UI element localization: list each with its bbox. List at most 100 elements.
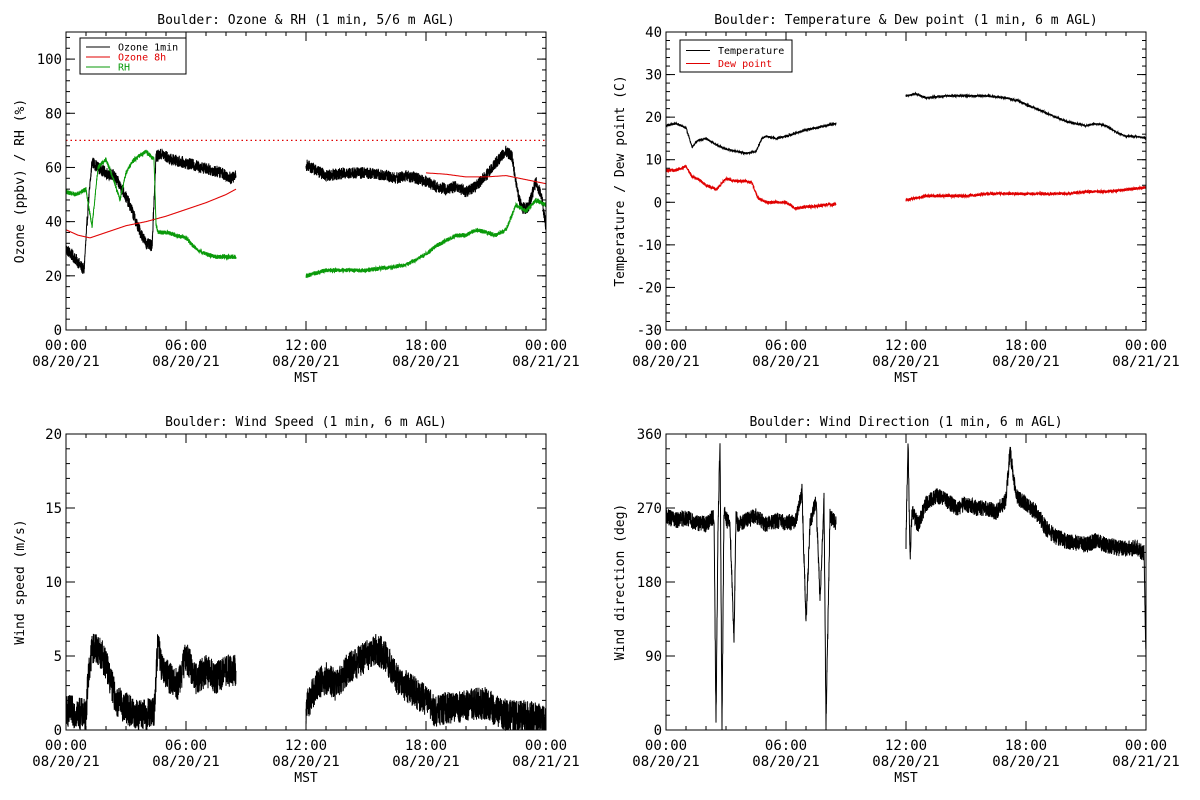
series-line-dew-point-segment-2 <box>905 185 1147 203</box>
series-line-ozone-1min-segment-2 <box>305 145 547 230</box>
y-tick-label: 40 <box>45 215 62 231</box>
x-tick-label-time: 00:00 <box>525 338 567 354</box>
x-tick-label-time: 00:00 <box>1125 338 1167 354</box>
x-tick-label-time: 12:00 <box>885 738 927 754</box>
legend-entry: Dew point <box>718 59 772 70</box>
x-tick-label-date: 08/20/21 <box>32 754 99 770</box>
y-tick-label: 90 <box>645 649 662 665</box>
x-tick-label-time: 18:00 <box>1005 738 1047 754</box>
x-tick-label-date: 08/20/21 <box>752 754 819 770</box>
x-tick-label-date: 08/20/21 <box>872 754 939 770</box>
x-tick-label-date: 08/20/21 <box>32 354 99 370</box>
legend-box <box>679 39 793 73</box>
x-axis-label: MST <box>894 371 918 386</box>
y-axis-label: Ozone (ppbv) / RH (%) <box>13 99 28 263</box>
x-tick-label-date: 08/21/21 <box>512 754 579 770</box>
y-tick-label: 180 <box>637 575 662 591</box>
x-tick-label-time: 00:00 <box>525 738 567 754</box>
chart-panel-temp-dewpoint: -30-20-1001020304000:0008/20/2106:0008/2… <box>613 13 1180 386</box>
x-tick-label-time: 00:00 <box>645 338 687 354</box>
series-line-ozone-8h-segment-2 <box>426 172 547 185</box>
y-tick-label: 0 <box>54 323 62 339</box>
y-tick-label: 30 <box>645 68 662 84</box>
x-tick-label-time: 00:00 <box>645 738 687 754</box>
legend: Temperature Dew point <box>679 39 793 73</box>
y-tick-label: 60 <box>45 160 62 176</box>
y-axis-label: Wind direction (deg) <box>613 504 628 661</box>
chart-title: Boulder: Temperature & Dew point (1 min,… <box>714 13 1098 28</box>
series-line-wind-direction-segment-1 <box>665 443 837 731</box>
x-tick-label-time: 06:00 <box>765 738 807 754</box>
legend-box <box>79 37 187 75</box>
series-line-wind-speed-segment-1 <box>65 633 237 731</box>
y-tick-label: 10 <box>645 153 662 169</box>
x-tick-label-time: 12:00 <box>285 338 327 354</box>
x-tick-label-date: 08/20/21 <box>392 754 459 770</box>
y-tick-label: 10 <box>45 575 62 591</box>
y-tick-label: 5 <box>54 649 62 665</box>
x-tick-label-date: 08/20/21 <box>992 754 1059 770</box>
legend-entry: RH <box>118 63 130 74</box>
plot-frame <box>65 31 547 331</box>
chart-title: Boulder: Wind Speed (1 min, 6 m AGL) <box>165 415 447 430</box>
chart-panel-wind-direction: 09018027036000:0008/20/2106:0008/20/2112… <box>613 415 1180 786</box>
x-tick-label-date: 08/20/21 <box>872 354 939 370</box>
x-tick-label-date: 08/20/21 <box>152 754 219 770</box>
series-line-dew-point-segment-1 <box>665 164 837 212</box>
x-tick-label-time: 06:00 <box>765 338 807 354</box>
y-tick-label: 360 <box>637 427 662 443</box>
x-tick-label-date: 08/21/21 <box>1112 354 1179 370</box>
y-tick-label: 100 <box>37 52 62 68</box>
y-tick-label: 0 <box>654 195 662 211</box>
x-tick-label-time: 18:00 <box>1005 338 1047 354</box>
x-tick-label-time: 00:00 <box>1125 738 1167 754</box>
series-line-ozone-1min-segment-1 <box>65 148 237 275</box>
series-line-rh-segment-1 <box>65 149 237 261</box>
y-tick-label: 0 <box>54 723 62 739</box>
x-tick-label-date: 08/21/21 <box>512 354 579 370</box>
plot-frame <box>65 433 547 731</box>
y-tick-label: 270 <box>637 501 662 517</box>
x-tick-label-date: 08/20/21 <box>272 754 339 770</box>
x-tick-label-date: 08/20/21 <box>392 354 459 370</box>
series-line-temperature-segment-1 <box>665 121 837 156</box>
y-tick-label: 80 <box>45 106 62 122</box>
y-tick-label: -20 <box>637 280 662 296</box>
x-tick-label-time: 06:00 <box>165 338 207 354</box>
x-tick-label-date: 08/20/21 <box>992 354 1059 370</box>
series-line-rh-segment-2 <box>305 197 547 279</box>
y-tick-label: 15 <box>45 501 62 517</box>
x-tick-label-date: 08/20/21 <box>632 354 699 370</box>
y-axis-label: Wind speed (m/s) <box>13 519 28 644</box>
chart-panel-ozone-rh: 02040608010000:0008/20/2106:0008/20/2112… <box>13 13 580 386</box>
x-axis-label: MST <box>894 771 918 786</box>
plot-frame <box>665 433 1147 731</box>
series-line-wind-direction-segment-2 <box>905 443 1147 665</box>
x-tick-label-time: 06:00 <box>165 738 207 754</box>
series-line-ozone-8h-segment-1 <box>65 188 237 239</box>
x-tick-label-date: 08/20/21 <box>152 354 219 370</box>
y-tick-label: 0 <box>654 723 662 739</box>
x-tick-label-date: 08/20/21 <box>272 354 339 370</box>
y-tick-label: -30 <box>637 323 662 339</box>
x-tick-label-time: 18:00 <box>405 738 447 754</box>
legend-entry: Ozone 8h <box>118 53 166 64</box>
x-axis-label: MST <box>294 771 318 786</box>
y-tick-label: 20 <box>45 269 62 285</box>
x-tick-label-date: 08/20/21 <box>632 754 699 770</box>
series-line-wind-speed-segment-2 <box>305 633 547 732</box>
x-tick-label-date: 08/21/21 <box>1112 754 1179 770</box>
legend-entry: Ozone 1min <box>118 43 178 54</box>
x-tick-label-time: 18:00 <box>405 338 447 354</box>
series-line-temperature-segment-2 <box>905 91 1147 141</box>
y-tick-label: 20 <box>645 110 662 126</box>
y-tick-label: 40 <box>645 25 662 41</box>
x-axis-label: MST <box>294 371 318 386</box>
x-tick-label-date: 08/20/21 <box>752 354 819 370</box>
y-tick-label: 20 <box>45 427 62 443</box>
y-axis-label: Temperature / Dew point (C) <box>613 75 628 286</box>
chart-title: Boulder: Wind Direction (1 min, 6 m AGL) <box>749 415 1062 430</box>
x-tick-label-time: 00:00 <box>45 338 87 354</box>
